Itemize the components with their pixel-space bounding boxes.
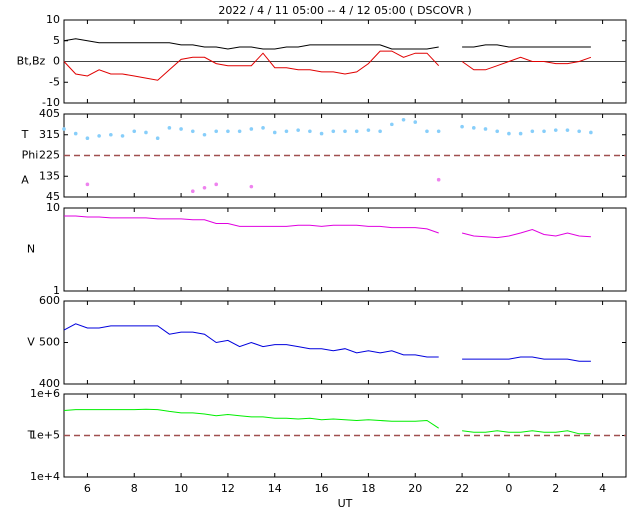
data-point (261, 126, 265, 130)
data-point (378, 129, 382, 134)
data-point (553, 128, 558, 132)
y-tick-label: 1e+6 (30, 387, 60, 400)
data-point (483, 127, 488, 131)
data-point (460, 124, 464, 129)
data-point (331, 129, 336, 134)
y-tick-label: 5 (53, 34, 60, 47)
y-axis-label: A (21, 173, 29, 186)
data-point (214, 182, 219, 187)
data-point (319, 131, 324, 136)
data-point (120, 134, 125, 138)
data-point (62, 127, 66, 131)
data-line (63, 408, 591, 435)
data-point (413, 120, 418, 124)
x-tick-label: 20 (408, 482, 422, 495)
data-point (495, 129, 500, 134)
data-point (249, 127, 254, 131)
data-point (366, 128, 371, 132)
data-point (179, 127, 183, 131)
data-point (507, 131, 511, 136)
x-tick-label: 6 (84, 482, 91, 495)
y-tick-label: 500 (39, 336, 60, 349)
y-tick-label: -10 (42, 96, 60, 109)
data-point (272, 130, 277, 135)
y-axis-label: T (27, 429, 35, 442)
data-point (471, 126, 476, 130)
data-point (436, 129, 441, 134)
y-tick-label: 1e+4 (30, 470, 60, 483)
y-axis-label: Bt,Bz (17, 55, 46, 68)
y-tick-label: 400 (39, 377, 60, 390)
data-point (530, 129, 535, 134)
data-point (85, 182, 90, 187)
data-point (73, 131, 78, 136)
x-tick-label: 10 (174, 482, 188, 495)
data-point (85, 136, 90, 141)
data-line (63, 323, 591, 362)
y-tick-label: 10 (46, 201, 60, 214)
x-tick-label: 2 (552, 482, 559, 495)
data-point (109, 132, 113, 137)
x-axis-label: UT (338, 497, 353, 510)
data-point (202, 132, 207, 137)
x-tick-label: 18 (361, 482, 375, 495)
y-tick-label: 1 (53, 284, 60, 297)
data-point (237, 129, 242, 134)
data-line (64, 215, 591, 239)
y-axis-label: N (27, 243, 35, 256)
data-point (97, 134, 101, 138)
y-tick-label: 0 (53, 55, 60, 68)
data-point (518, 131, 523, 136)
y-tick-label: 600 (39, 294, 60, 307)
data-point (249, 184, 254, 189)
data-point (343, 129, 347, 134)
y-axis-label: V (27, 336, 35, 349)
y-tick-label: 405 (39, 107, 60, 120)
x-tick-label: 0 (505, 482, 512, 495)
data-point (190, 189, 195, 194)
data-point (565, 128, 570, 132)
x-tick-label: 12 (221, 482, 235, 495)
data-point (167, 126, 172, 130)
y-tick-label: 1e+5 (30, 429, 60, 442)
panel-frame (63, 207, 627, 292)
data-point (284, 129, 289, 134)
panel-frame (63, 300, 627, 385)
data-point (390, 122, 394, 127)
data-line (63, 50, 592, 81)
y-tick-label: 10 (46, 13, 60, 26)
data-point (308, 129, 312, 134)
x-tick-label: 8 (131, 482, 138, 495)
data-point (296, 128, 300, 132)
data-point (144, 130, 148, 135)
x-tick-label: 16 (315, 482, 329, 495)
x-tick-label: 4 (599, 482, 606, 495)
data-point (436, 177, 441, 182)
x-tick-label: 22 (455, 482, 469, 495)
chart-title: 2022 / 4 / 11 05:00 -- 4 / 12 05:00 ( DS… (218, 4, 471, 17)
y-tick-label: 315 (39, 128, 60, 141)
y-axis-label: Phi (22, 149, 39, 162)
data-point (425, 129, 429, 134)
data-point (202, 185, 207, 190)
y-tick-label: 45 (46, 190, 60, 203)
data-point (542, 129, 546, 134)
y-tick-label: 135 (39, 169, 60, 182)
data-point (577, 129, 581, 134)
data-point (155, 136, 160, 141)
data-point (214, 129, 219, 134)
x-tick-label: 14 (268, 482, 282, 495)
y-tick-label: 225 (39, 149, 60, 162)
data-point (401, 117, 406, 122)
data-point (190, 129, 195, 134)
data-point (354, 129, 359, 134)
data-point (226, 129, 230, 134)
data-point (589, 130, 593, 135)
y-tick-label: -5 (49, 75, 60, 88)
data-point (132, 129, 137, 134)
y-axis-label: T (21, 128, 29, 141)
data-line (63, 38, 591, 50)
